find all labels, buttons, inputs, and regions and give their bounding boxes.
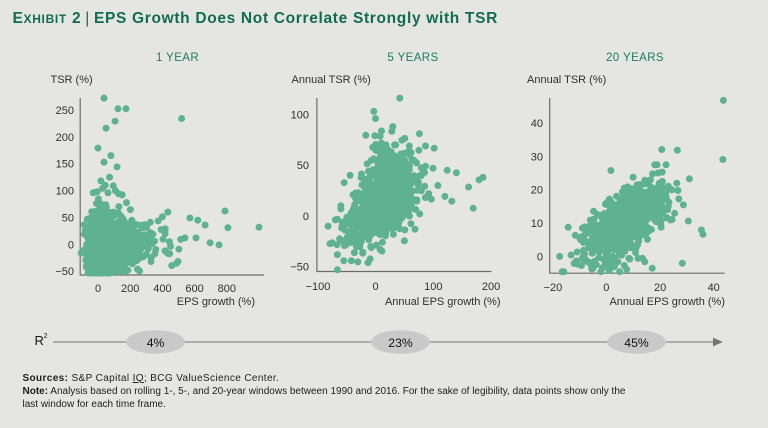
svg-text:TSR (%): TSR (%) xyxy=(51,74,93,86)
svg-text:40: 40 xyxy=(708,282,720,294)
svg-text:200: 200 xyxy=(56,132,74,144)
svg-text:0: 0 xyxy=(68,239,74,251)
svg-text:150: 150 xyxy=(56,159,74,171)
svg-text:20: 20 xyxy=(654,282,666,294)
svg-text:−20: −20 xyxy=(544,282,563,294)
svg-text:−50: −50 xyxy=(290,262,309,274)
svg-text:0: 0 xyxy=(537,252,543,264)
svg-text:2: 2 xyxy=(44,333,48,340)
svg-text:10: 10 xyxy=(531,218,543,230)
svg-text:Annual TSR (%): Annual TSR (%) xyxy=(292,74,371,86)
svg-text:EPS growth (%): EPS growth (%) xyxy=(177,296,255,308)
svg-text:23%: 23% xyxy=(388,336,413,350)
svg-text:50: 50 xyxy=(297,160,309,172)
svg-text:600: 600 xyxy=(185,283,203,295)
svg-text:Annual TSR (%): Annual TSR (%) xyxy=(527,74,606,86)
svg-text:0: 0 xyxy=(95,283,101,295)
svg-text:Annual EPS growth (%): Annual EPS growth (%) xyxy=(609,296,725,308)
svg-text:100: 100 xyxy=(424,281,442,293)
svg-text:0: 0 xyxy=(303,211,309,223)
svg-text:R: R xyxy=(35,333,44,348)
svg-text:20 YEARS: 20 YEARS xyxy=(606,52,664,64)
svg-text:−50: −50 xyxy=(55,266,74,278)
svg-text:100: 100 xyxy=(291,109,309,121)
svg-text:30: 30 xyxy=(531,151,543,163)
svg-text:200: 200 xyxy=(482,281,500,293)
svg-text:50: 50 xyxy=(62,213,74,225)
svg-text:200: 200 xyxy=(121,283,139,295)
svg-text:−100: −100 xyxy=(306,281,331,293)
svg-text:0: 0 xyxy=(372,281,378,293)
svg-text:250: 250 xyxy=(56,105,74,117)
svg-text:45%: 45% xyxy=(624,336,649,350)
svg-text:5 YEARS: 5 YEARS xyxy=(387,52,438,64)
svg-text:40: 40 xyxy=(531,118,543,130)
svg-text:400: 400 xyxy=(153,283,171,295)
svg-text:800: 800 xyxy=(218,283,236,295)
svg-text:1 YEAR: 1 YEAR xyxy=(156,52,199,64)
svg-text:20: 20 xyxy=(531,185,543,197)
svg-text:0: 0 xyxy=(603,282,609,294)
svg-text:4%: 4% xyxy=(147,336,165,350)
svg-text:100: 100 xyxy=(56,186,74,198)
svg-text:Annual EPS growth (%): Annual EPS growth (%) xyxy=(385,296,501,308)
